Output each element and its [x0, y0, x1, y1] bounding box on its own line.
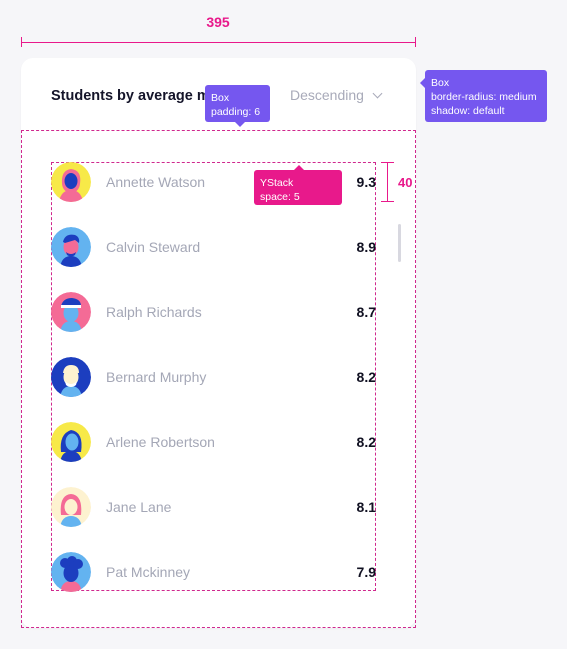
width-dimension-label: 395	[206, 14, 230, 30]
width-dimension-tick-right	[415, 37, 416, 47]
student-row[interactable]: Jane Lane 8.1	[51, 487, 376, 527]
student-score: 8.1	[356, 499, 376, 515]
tooltip-line: padding: 6	[211, 106, 261, 118]
student-name: Annette Watson	[106, 174, 206, 190]
students-card	[21, 58, 416, 628]
box-padding-outline	[21, 130, 416, 628]
student-row[interactable]: Annette Watson 9.3	[51, 162, 376, 202]
student-score: 8.7	[356, 304, 376, 320]
student-score: 9.3	[356, 174, 376, 190]
tooltip-line: space: 5	[260, 191, 300, 203]
width-dimension-tick-left	[21, 37, 22, 47]
student-name: Arlene Robertson	[106, 434, 215, 450]
chevron-down-icon	[372, 88, 383, 98]
row-height-tick-top	[381, 162, 394, 163]
student-row[interactable]: Pat Mckinney 7.9	[51, 552, 376, 592]
student-name: Pat Mckinney	[106, 564, 191, 580]
student-name: Bernard Murphy	[106, 369, 207, 385]
row-height-line	[387, 162, 388, 202]
student-name: Calvin Steward	[106, 239, 201, 255]
tooltip-line: YStack	[260, 177, 294, 189]
avatar	[51, 487, 91, 527]
tooltip-line: border-radius: medium	[431, 91, 537, 103]
tooltip-line: Box	[211, 92, 230, 104]
student-score: 8.2	[356, 369, 376, 385]
width-dimension-line	[21, 42, 416, 43]
row-height-label: 40	[398, 175, 413, 190]
box-padding-tooltip: Box padding: 6	[205, 85, 270, 127]
student-row[interactable]: Bernard Murphy 8.2	[51, 357, 376, 397]
student-score: 7.9	[356, 564, 376, 580]
ystack-tooltip: YStack space: 5	[254, 165, 342, 205]
avatar	[51, 552, 91, 592]
box-radius-tooltip: Box border-radius: medium shadow: defaul…	[420, 70, 547, 122]
student-name: Jane Lane	[106, 499, 172, 515]
tooltip-line: Box	[431, 77, 450, 89]
sort-dropdown[interactable]: Descending	[290, 87, 383, 103]
student-score: 8.2	[356, 434, 376, 450]
tooltip-line: shadow: default	[431, 105, 505, 117]
avatar	[51, 422, 91, 462]
list-scrollbar-thumb[interactable]	[398, 224, 401, 262]
student-name: Ralph Richards	[106, 304, 202, 320]
student-row[interactable]: Arlene Robertson 8.2	[51, 422, 376, 462]
student-score: 8.9	[356, 239, 376, 255]
student-row[interactable]: Ralph Richards 8.7	[51, 292, 376, 332]
avatar	[51, 292, 91, 332]
card-title: Students by average mark	[51, 88, 232, 104]
avatar	[51, 162, 91, 202]
avatar	[51, 227, 91, 267]
row-height-tick-bottom	[381, 201, 394, 202]
sort-dropdown-label: Descending	[290, 87, 364, 103]
avatar	[51, 357, 91, 397]
student-row[interactable]: Calvin Steward 8.9	[51, 227, 376, 267]
